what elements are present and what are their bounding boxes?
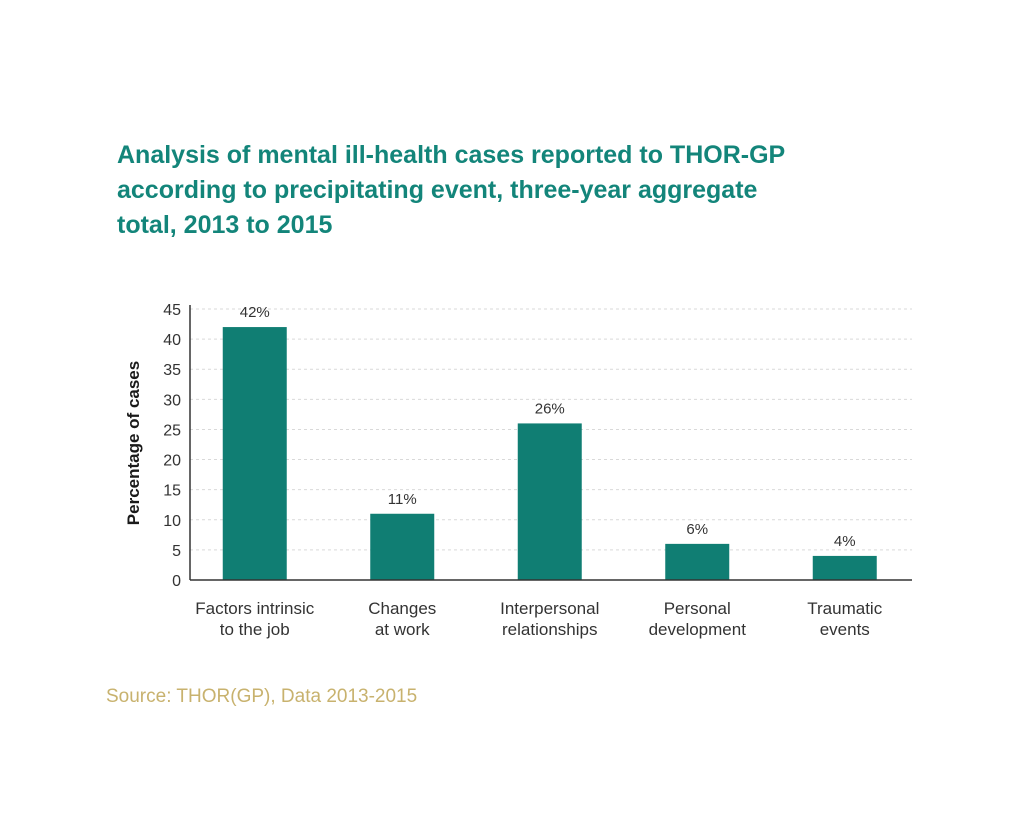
labels: 0 5 10 15 20 25 30 35 40 45 42% Factors intrinsic to… (124, 302, 883, 639)
y-tick-label: 45 (163, 302, 181, 319)
x-category-label: at work (375, 620, 430, 639)
bar (222, 327, 287, 580)
axes (189, 305, 912, 581)
chart-title-line: Analysis of mental ill-health cases repo… (117, 141, 786, 169)
bar (517, 423, 582, 580)
y-tick-label: 0 (172, 573, 181, 590)
bar (812, 555, 877, 580)
source-note: Source: THOR(GP), Data 2013-2015 (106, 686, 418, 707)
chart-title: Analysis of mental ill-health cases repo… (117, 138, 917, 243)
x-category-label: Factors intrinsic (195, 599, 315, 618)
x-category-label: Changes (368, 599, 436, 618)
bar (665, 543, 730, 580)
y-tick-label: 20 (163, 453, 181, 470)
x-category-label: events (820, 620, 870, 639)
x-category-label: Personal (664, 599, 731, 618)
x-category-label: to the job (220, 620, 290, 639)
data-label: 4% (834, 533, 856, 550)
x-category-label: development (649, 620, 747, 639)
data-label: 42% (240, 304, 270, 321)
y-tick-label: 15 (163, 483, 181, 500)
data-label: 6% (686, 521, 708, 538)
chart-title-line: according to precipitating event, three-… (117, 176, 758, 204)
y-tick-label: 5 (172, 543, 181, 560)
chart-title-line: total, 2013 to 2015 (117, 211, 333, 239)
y-tick-label: 25 (163, 422, 181, 439)
x-category-label: Interpersonal (500, 599, 599, 618)
bar (370, 513, 435, 580)
x-category-label: relationships (502, 620, 597, 639)
data-label: 26% (535, 400, 565, 417)
x-category-label: Traumatic (807, 599, 882, 618)
y-tick-label: 30 (163, 392, 181, 409)
bars (222, 327, 877, 580)
y-tick-label: 40 (163, 332, 181, 349)
data-label: 11% (388, 491, 417, 508)
y-tick-label: 10 (163, 513, 181, 530)
y-axis-title: Percentage of cases (124, 361, 143, 525)
y-tick-label: 35 (163, 362, 181, 379)
